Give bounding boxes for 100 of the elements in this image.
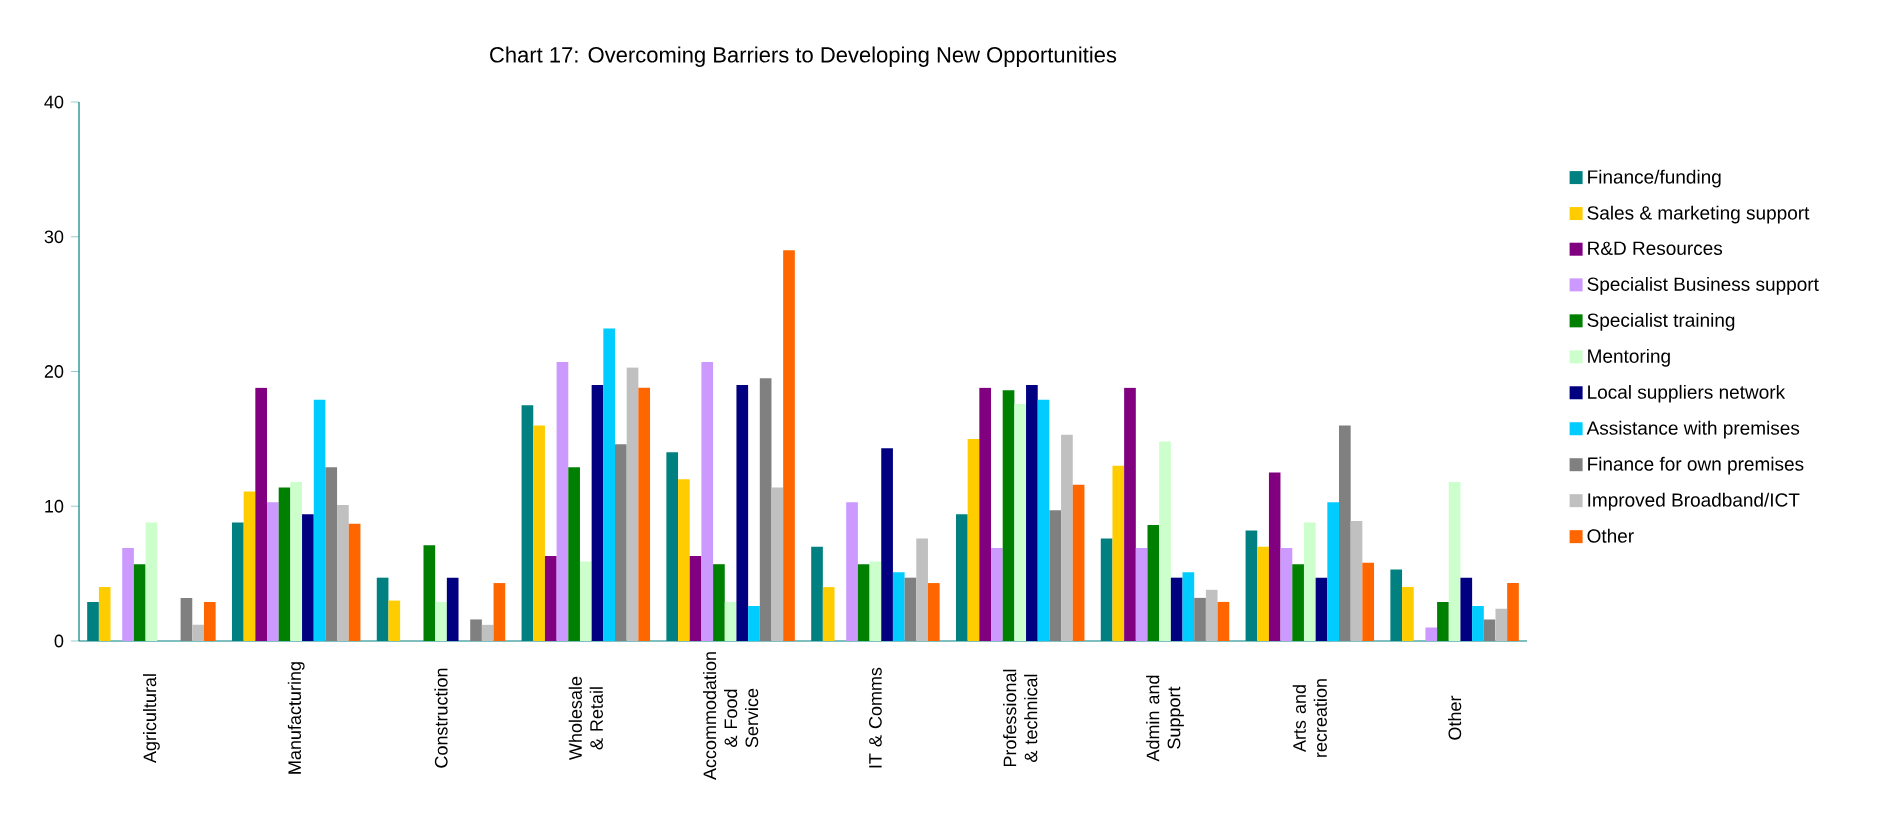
x-tick-label: IT & Comms	[869, 667, 882, 768]
bar	[1170, 577, 1183, 641]
bar	[133, 564, 146, 641]
bar	[568, 467, 580, 641]
bar	[1402, 587, 1414, 641]
x-tick-label: Construction	[434, 668, 448, 768]
bar	[493, 583, 506, 641]
bar	[290, 482, 303, 641]
legend-label: Specialist Business support	[1587, 276, 1819, 295]
bar	[348, 523, 361, 641]
bar	[869, 561, 882, 641]
bar	[1194, 597, 1206, 641]
legend-label: Finance for own premises	[1588, 456, 1804, 475]
bar	[638, 387, 651, 641]
bar	[1217, 601, 1230, 641]
bar	[313, 399, 326, 641]
bar	[1280, 548, 1293, 641]
bar	[98, 587, 111, 641]
bar	[1257, 546, 1269, 641]
bar	[979, 387, 992, 641]
bar	[1483, 619, 1496, 641]
chart-title: Chart 17: Overcoming Barriers to Developing New Opportunities	[490, 46, 1117, 67]
bar	[1072, 484, 1085, 641]
bar	[591, 384, 604, 641]
bar	[1135, 548, 1148, 641]
legend-label: Local suppliers network	[1588, 384, 1786, 403]
x-tick-label: Agricultural	[143, 674, 160, 764]
y-tick-label: 0	[54, 634, 64, 648]
bar	[579, 561, 592, 641]
bar	[1460, 577, 1473, 641]
legend-label: Assistance with premises	[1586, 420, 1800, 439]
bar	[1437, 601, 1449, 641]
legend-label: Specialist training	[1587, 312, 1735, 331]
bar	[533, 425, 545, 641]
bar	[1205, 589, 1218, 641]
bar	[1147, 525, 1160, 641]
bar	[1112, 465, 1125, 641]
bar	[1362, 562, 1375, 641]
bar	[1049, 510, 1062, 641]
bar	[615, 444, 627, 641]
bar	[302, 514, 314, 641]
bar	[846, 502, 858, 641]
y-tick-label: 30	[44, 230, 64, 244]
bar	[544, 556, 557, 641]
bar	[1495, 608, 1508, 641]
x-tick-label: Arts and recreation	[1292, 679, 1327, 757]
bar	[1014, 403, 1027, 641]
bar	[927, 583, 940, 641]
bar	[325, 467, 338, 641]
bar	[1448, 482, 1461, 641]
x-tick-label: Manufacturing	[287, 662, 305, 774]
bar	[192, 624, 204, 641]
bar	[1350, 521, 1363, 641]
bar	[1339, 425, 1351, 641]
bar	[267, 502, 279, 641]
bar	[145, 522, 158, 641]
bar	[967, 438, 980, 641]
bar	[337, 504, 349, 641]
bar	[446, 577, 459, 641]
bar	[1303, 522, 1316, 641]
bar	[1507, 583, 1519, 641]
bar	[991, 548, 1003, 641]
bar	[180, 597, 193, 641]
legend-label: Sales & marketing support	[1587, 205, 1810, 224]
bar	[1182, 572, 1195, 641]
bar	[388, 600, 401, 641]
y-tick-label: 40	[44, 95, 64, 109]
bar	[881, 448, 893, 641]
bar	[556, 362, 569, 641]
bar	[243, 491, 256, 641]
bar	[278, 487, 291, 641]
x-tick-label: Admin and Support	[1146, 675, 1184, 762]
bar	[423, 545, 436, 641]
bar	[904, 577, 917, 641]
bar	[1472, 605, 1484, 641]
bar	[470, 619, 482, 641]
bar	[736, 384, 749, 641]
y-tick-label: 20	[44, 365, 64, 378]
bar	[771, 487, 784, 641]
bar	[857, 564, 870, 641]
x-tick-label: Professional & technical	[1003, 669, 1038, 767]
bar	[603, 328, 615, 641]
x-tick-label: Wholesale & Retail	[568, 676, 603, 760]
bar	[481, 624, 494, 641]
bar	[689, 556, 702, 641]
bar	[1327, 502, 1339, 641]
bar	[1268, 472, 1281, 641]
bar	[1026, 384, 1038, 641]
bar	[783, 250, 795, 641]
bar	[1061, 434, 1073, 641]
bar	[1292, 564, 1304, 641]
legend-label: Other	[1587, 528, 1634, 543]
bar	[1425, 627, 1438, 641]
bar	[916, 538, 928, 641]
bar	[822, 587, 835, 641]
bar	[255, 387, 268, 641]
bar	[1124, 387, 1136, 641]
y-tick-label: 10	[45, 499, 64, 513]
legend-label: Mentoring	[1588, 348, 1670, 367]
bar	[701, 362, 714, 641]
